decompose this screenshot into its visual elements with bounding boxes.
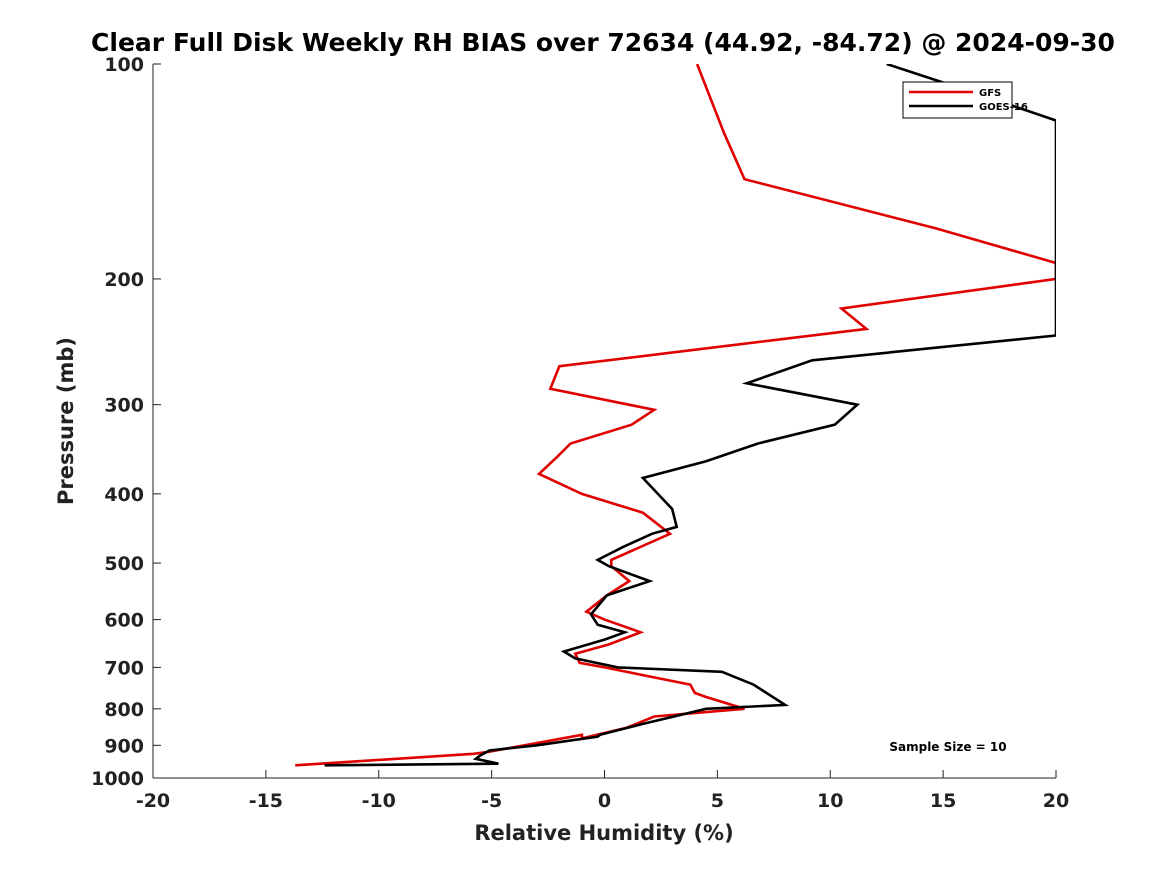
axes-box	[153, 64, 1056, 778]
x-tick-label: -20	[136, 790, 170, 812]
series-layer	[295, 64, 1056, 767]
y-tick-label: 400	[104, 484, 144, 506]
legend-label-gfs: GFS	[979, 88, 1001, 99]
y-tick-label: 300	[104, 395, 144, 417]
y-tick-label: 1000	[91, 768, 144, 790]
chart-title: Clear Full Disk Weekly RH BIAS over 7263…	[91, 28, 1115, 57]
y-tick-label: 500	[104, 553, 144, 575]
x-tick-label: -5	[481, 790, 502, 812]
legend-box	[902, 81, 1013, 119]
legend-label-goes16: GOES-16	[979, 102, 1028, 113]
y-axis-label: Pressure (mb)	[54, 337, 78, 505]
x-tick-label: 5	[711, 790, 724, 812]
y-tick-label: 700	[104, 657, 144, 679]
x-axis-label: Relative Humidity (%)	[474, 821, 733, 845]
x-tick-label: 0	[598, 790, 611, 812]
x-tick-label: 20	[1043, 790, 1069, 812]
y-tick-label: 100	[104, 54, 144, 76]
series-line-goes16	[324, 64, 1056, 767]
series-line-gfs	[295, 64, 1056, 767]
y-ticks: 100 200 300 400 500 600 700 800 900 1000	[91, 54, 161, 790]
x-tick-label: 15	[930, 790, 956, 812]
sample-size-annotation: Sample Size = 10	[889, 740, 1006, 754]
y-tick-label: 600	[104, 610, 144, 632]
x-tick-label: -15	[249, 790, 283, 812]
x-tick-label: 10	[817, 790, 843, 812]
y-tick-label: 800	[104, 699, 144, 721]
legend: GFS GOES-16	[902, 81, 1028, 119]
x-tick-label: -10	[362, 790, 396, 812]
x-ticks: -20 -15 -10 -5 0 5 10 15 20	[136, 770, 1069, 812]
y-tick-label: 900	[104, 735, 144, 757]
y-tick-label: 200	[104, 269, 144, 291]
plot-area: -20 -15 -10 -5 0 5 10 15 20 100 200 300 400 500 600 70…	[91, 54, 1069, 812]
